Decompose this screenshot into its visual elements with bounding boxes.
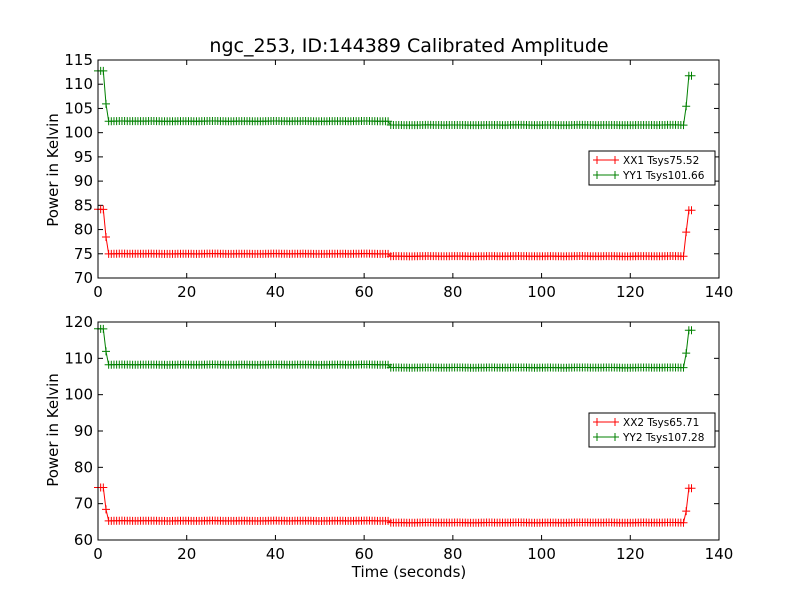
y-tick-label: 110 <box>64 75 93 93</box>
x-tick-label: 60 <box>355 545 374 563</box>
y-tick-label: 120 <box>64 313 93 331</box>
bottom-y-axis-label: Power in Kelvin <box>44 373 62 487</box>
y-tick-label: 70 <box>74 269 93 287</box>
legend-label-yy2: YY2 Tsys107.28 <box>622 432 704 444</box>
y-tick-label: 70 <box>74 495 93 513</box>
x-tick-label: 0 <box>93 283 103 301</box>
x-axis-label: Time (seconds) <box>351 563 467 581</box>
legend-label-xx2: XX2 Tsys65.71 <box>623 417 699 429</box>
legend-label-xx1: XX1 Tsys75.52 <box>623 155 699 167</box>
x-tick-label: 60 <box>355 283 374 301</box>
x-tick-label: 40 <box>266 545 285 563</box>
top-legend: XX1 Tsys75.52 YY1 Tsys101.66 <box>588 150 716 186</box>
y-tick-label: 80 <box>74 458 93 476</box>
top-y-axis-label: Power in Kelvin <box>44 113 62 227</box>
legend-marker-yy1 <box>593 171 619 179</box>
y-tick-label: 100 <box>64 386 93 404</box>
legend-marker-yy2 <box>593 433 619 441</box>
y-tick-label: 75 <box>74 245 93 263</box>
bottom-plot-ticks: 0 20 40 60 80 100 120 140 60 70 80 90 100 110 120 <box>64 313 733 563</box>
y-tick-label: 90 <box>74 172 93 190</box>
y-tick-label: 115 <box>64 51 93 69</box>
top-plot-frame <box>97 59 720 279</box>
y-tick-label: 110 <box>64 349 93 367</box>
x-tick-label: 120 <box>616 545 645 563</box>
y-tick-label: 60 <box>74 531 93 549</box>
legend-marker-xx1 <box>593 156 619 164</box>
x-tick-label: 100 <box>527 283 556 301</box>
series-yy2 <box>94 324 696 372</box>
x-tick-label: 40 <box>266 283 285 301</box>
top-plot-series <box>94 66 696 261</box>
top-legend-entry-xx1: XX1 Tsys75.52 <box>593 155 699 167</box>
x-tick-label: 140 <box>705 283 734 301</box>
bottom-plot: Power in Kelvin Time (seconds) 0 20 40 60 80… <box>44 313 733 581</box>
x-tick-label: 100 <box>527 545 556 563</box>
chart-title: ngc_253, ID:144389 Calibrated Amplitude <box>209 35 608 57</box>
x-tick-label: 80 <box>443 545 462 563</box>
x-tick-label: 80 <box>443 283 462 301</box>
bottom-legend-entry-xx2: XX2 Tsys65.71 <box>593 417 699 429</box>
bottom-legend-box <box>588 412 716 448</box>
top-plot: ngc_253, ID:144389 Calibrated Amplitude … <box>44 35 733 301</box>
x-tick-label: 0 <box>93 545 103 563</box>
y-tick-label: 85 <box>74 196 93 214</box>
x-tick-label: 140 <box>705 545 734 563</box>
x-tick-label: 120 <box>616 283 645 301</box>
top-plot-ticks: 0 20 40 60 80 100 120 140 70 75 80 85 90 95 100 105 110 1… <box>64 51 733 301</box>
y-tick-label: 100 <box>64 124 93 142</box>
y-tick-label: 80 <box>74 221 93 239</box>
y-tick-label: 105 <box>64 99 93 117</box>
legend-marker-xx2 <box>593 418 619 426</box>
bottom-plot-frame <box>97 321 720 541</box>
top-legend-entry-yy1: YY1 Tsys101.66 <box>593 170 705 182</box>
y-tick-label: 95 <box>74 148 93 166</box>
y-tick-label: 90 <box>74 422 93 440</box>
x-tick-label: 20 <box>177 545 196 563</box>
bottom-legend: XX2 Tsys65.71 YY2 Tsys107.28 <box>588 412 716 448</box>
bottom-legend-entry-yy2: YY2 Tsys107.28 <box>593 432 704 444</box>
legend-label-yy1: YY1 Tsys101.66 <box>622 170 705 182</box>
x-tick-label: 20 <box>177 283 196 301</box>
top-legend-box <box>588 150 716 186</box>
